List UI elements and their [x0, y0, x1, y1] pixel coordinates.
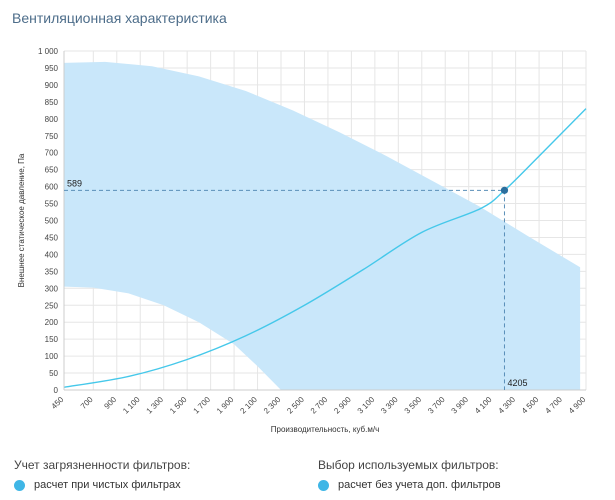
y-tick-label: 350: [45, 267, 59, 276]
no-extra-filters-option-label: расчет без учета доп. фильтров: [338, 479, 501, 491]
y-tick-label: 50: [49, 369, 58, 378]
operating-point: [500, 186, 509, 194]
x-tick-label: 1 300: [145, 395, 166, 416]
x-tick-label: 3 300: [379, 395, 400, 416]
x-tick-label: 1 100: [121, 395, 142, 416]
system-curve: [63, 108, 587, 388]
y-axis-title: Внешнее статическое давление, Па: [17, 153, 26, 287]
y-tick-label: 1 000: [38, 47, 59, 56]
y-tick-label: 600: [45, 183, 59, 192]
x-tick-label: 900: [102, 395, 118, 411]
y-tick-label: 900: [45, 81, 59, 90]
x-tick-label: 2 300: [262, 395, 283, 416]
clean-filters-option-label: расчет при чистых фильтрах: [34, 479, 181, 491]
no-extra-filters-option[interactable]: расчет без учета доп. фильтров: [318, 479, 501, 491]
x-tick-label: 3 100: [356, 395, 377, 416]
x-tick-label: 1 900: [215, 395, 236, 416]
y-tick-label: 550: [45, 200, 59, 209]
x-tick-label: 4 300: [497, 395, 518, 416]
x-tick-label: 1 700: [192, 395, 213, 416]
x-axis-title: Производительность, куб.м/ч: [271, 425, 379, 434]
operating-point-y-label: 589: [67, 178, 82, 188]
y-tick-label: 700: [45, 149, 59, 158]
y-tick-label: 500: [45, 217, 59, 226]
x-tick-label: 3 500: [403, 395, 424, 416]
operating-point-x-label: 4205: [507, 378, 527, 388]
filter-selection-title: Выбор используемых фильтров:: [318, 458, 499, 472]
y-tick-label: 750: [45, 132, 59, 141]
x-tick-label: 4 100: [473, 395, 494, 416]
chart-title: Вентиляционная характеристика: [12, 10, 227, 26]
x-tick-label: 2 700: [309, 395, 330, 416]
radio-selected-icon[interactable]: [318, 479, 329, 491]
x-tick-label: 3 900: [450, 395, 471, 416]
x-tick-label: 4 700: [543, 395, 564, 416]
operating-area-layer: [64, 61, 581, 391]
x-tick-label: 4 900: [567, 395, 588, 416]
x-tick-label: 450: [50, 395, 66, 411]
y-tick-label: 400: [45, 250, 59, 259]
y-tick-label: 0: [54, 386, 59, 395]
x-tick-label: 1 500: [168, 395, 189, 416]
x-tick-label: 700: [79, 395, 95, 411]
y-tick-label: 950: [45, 64, 59, 73]
y-tick-label: 150: [45, 335, 59, 344]
ventilation-chart: 0 50 100 150 200 250 300 350 400 450 500 550 600 650 7…: [17, 47, 588, 434]
x-tick-label: 4 500: [520, 395, 541, 416]
clean-filters-option[interactable]: расчет при чистых фильтрах: [14, 479, 181, 491]
y-tick-label: 850: [45, 98, 59, 107]
filter-contamination-title: Учет загрязненности фильтров:: [14, 458, 191, 472]
radio-selected-icon[interactable]: [14, 479, 25, 491]
operating-point-layer: 589 4205: [64, 178, 528, 390]
y-tick-label: 800: [45, 115, 59, 124]
x-tick-label: 2 500: [285, 395, 306, 416]
y-tick-label: 650: [45, 166, 59, 175]
operating-area: [64, 61, 581, 391]
y-tick-label: 200: [45, 318, 59, 327]
y-tick-label: 250: [45, 301, 59, 310]
x-tick-label: 2 900: [332, 395, 353, 416]
y-tick-label: 450: [45, 233, 59, 242]
system-curve-layer: [63, 108, 587, 388]
x-tick-label: 2 100: [238, 395, 259, 416]
y-tick-label: 300: [45, 284, 59, 293]
y-tick-label: 100: [45, 352, 59, 361]
x-tick-label: 3 700: [426, 395, 447, 416]
